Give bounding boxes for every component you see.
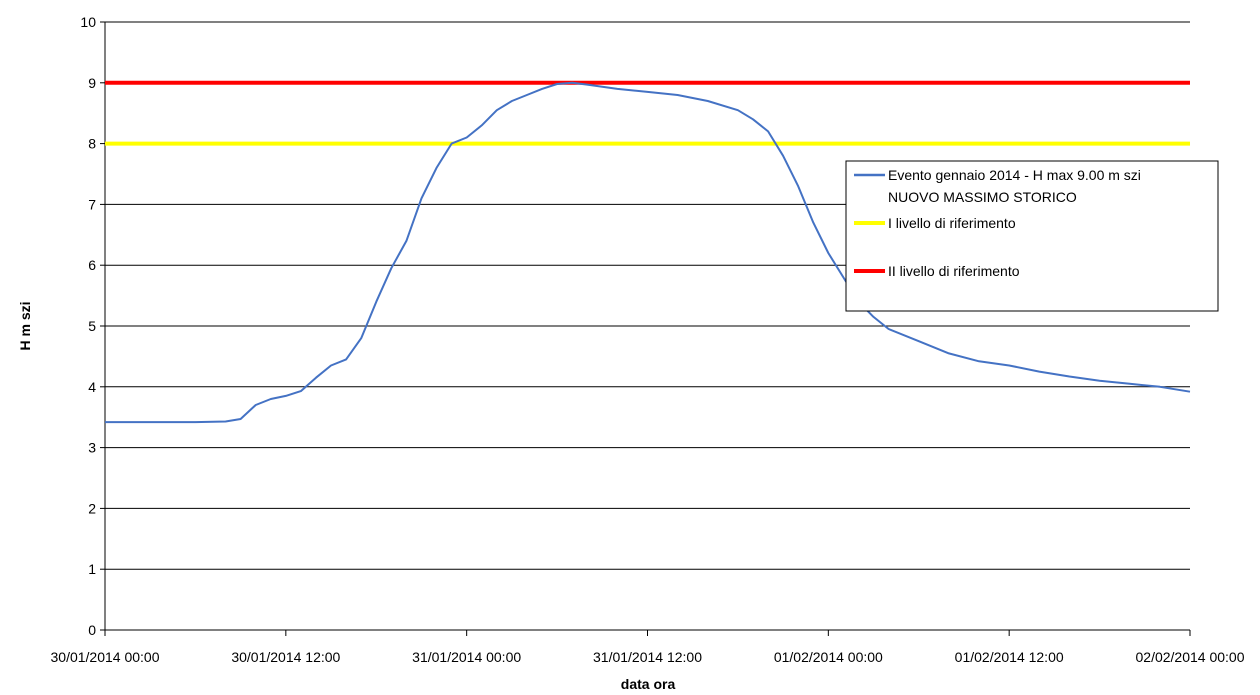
y-tick-label: 8 <box>88 136 96 152</box>
x-tick-labels: 30/01/2014 00:00 30/01/2014 12:00 31/01/20… <box>51 630 1245 665</box>
y-tick-label: 0 <box>88 622 96 638</box>
y-tick-label: 1 <box>88 561 96 577</box>
y-axis-title: H m szi <box>17 301 33 350</box>
legend-label-level-1: I livello di riferimento <box>888 215 1016 231</box>
y-tick-label: 2 <box>88 500 96 516</box>
x-tick-label: 30/01/2014 00:00 <box>51 649 160 665</box>
x-tick-label: 31/01/2014 12:00 <box>593 649 702 665</box>
x-tick-label: 02/02/2014 00:00 <box>1136 649 1245 665</box>
y-tick-label: 7 <box>88 196 96 212</box>
y-tick-label: 3 <box>88 440 96 456</box>
reference-lines <box>105 80 1190 146</box>
x-axis-title: data ora <box>621 676 676 692</box>
legend-label-level-2: II livello di riferimento <box>888 263 1020 279</box>
series-line-evento-gennaio-2014 <box>105 81 1191 424</box>
legend: Evento gennaio 2014 - H max 9.00 m szi N… <box>845 160 1219 312</box>
y-tick-label: 9 <box>88 75 96 91</box>
x-tick-label: 31/01/2014 00:00 <box>412 649 521 665</box>
x-tick-label: 01/02/2014 00:00 <box>774 649 883 665</box>
y-tick-labels: 0 1 2 3 4 5 6 7 8 9 10 <box>80 14 105 638</box>
y-tick-label: 4 <box>88 379 96 395</box>
x-tick-label: 30/01/2014 12:00 <box>231 649 340 665</box>
legend-box <box>845 160 1219 312</box>
y-tick-label: 5 <box>88 318 96 334</box>
series-lines <box>105 81 1191 424</box>
legend-label-event-line2: NUOVO MASSIMO STORICO <box>888 189 1077 205</box>
legend-label-event-line1: Evento gennaio 2014 - H max 9.00 m szi <box>888 167 1141 183</box>
y-tick-label: 6 <box>88 257 96 273</box>
y-tick-label: 10 <box>80 14 96 30</box>
x-tick-label: 01/02/2014 12:00 <box>955 649 1064 665</box>
